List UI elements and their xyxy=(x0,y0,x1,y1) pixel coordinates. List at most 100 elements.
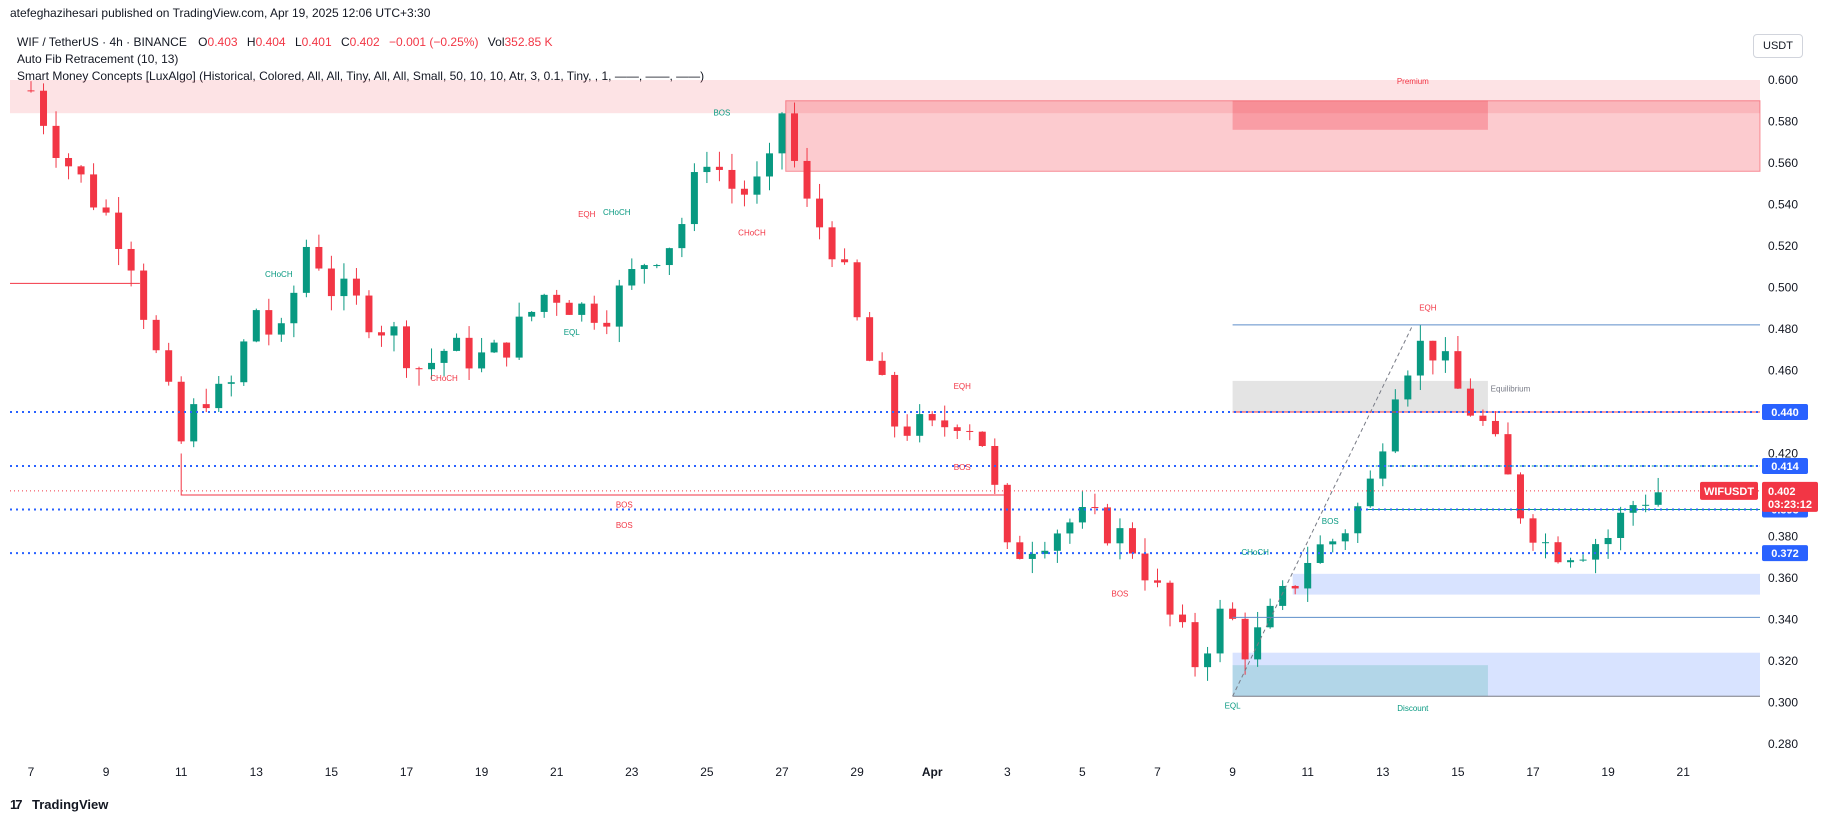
candle-body xyxy=(753,176,761,195)
candle-body xyxy=(478,352,486,369)
candle xyxy=(1166,580,1174,627)
x-tick-label: 23 xyxy=(625,765,639,779)
candle-body xyxy=(1254,627,1262,660)
candle xyxy=(302,239,310,298)
candle-body xyxy=(1466,388,1474,416)
candle-body xyxy=(352,278,360,296)
candle xyxy=(265,298,273,346)
candle xyxy=(152,315,160,354)
smc-label: EQH xyxy=(1419,303,1437,312)
candle xyxy=(553,289,561,316)
candle-body xyxy=(1041,550,1049,554)
candle xyxy=(1266,598,1274,629)
x-tick-label: 5 xyxy=(1079,765,1086,779)
candle-body xyxy=(615,285,623,327)
candle-body xyxy=(340,278,348,297)
candle xyxy=(1016,535,1024,560)
discount-label: Discount xyxy=(1397,704,1429,713)
candle-body xyxy=(77,166,85,175)
candle xyxy=(1141,538,1149,591)
candle-body xyxy=(252,310,260,342)
smc-label: BOS xyxy=(616,521,633,530)
overlay-layer: BOS BOS CHoCH CHoCH EQH CHoCH EQL CHoCH EQH BOS BO… xyxy=(10,108,1760,711)
candle-body xyxy=(1154,580,1161,583)
y-tick-label: 0.600 xyxy=(1768,73,1798,87)
candle xyxy=(540,293,548,318)
candle-body xyxy=(1304,562,1312,589)
candle xyxy=(903,414,911,441)
candle xyxy=(628,258,636,290)
candle xyxy=(390,321,398,352)
x-tick-label: 29 xyxy=(850,765,864,779)
indicator-smc[interactable]: Smart Money Concepts [LuxAlgo] (Historic… xyxy=(17,69,705,83)
candle-body xyxy=(1266,605,1274,628)
symbol-title[interactable]: WIF / TetherUS · 4h · BINANCE xyxy=(17,35,187,49)
candle-body xyxy=(302,246,310,293)
smc-label: CHoCH xyxy=(603,208,631,217)
candle-body xyxy=(1329,541,1337,545)
candle-body xyxy=(828,227,836,260)
bos-major-label: BOS xyxy=(616,500,633,509)
candle xyxy=(102,199,110,216)
candle xyxy=(365,290,373,339)
candle-body xyxy=(377,332,385,336)
candle-body xyxy=(1592,544,1600,560)
candle xyxy=(1179,604,1187,628)
candle-body xyxy=(1066,522,1074,534)
candle xyxy=(252,308,260,343)
candle xyxy=(1103,503,1111,546)
y-tick-label: 0.420 xyxy=(1768,447,1798,461)
candle xyxy=(377,325,385,347)
candle xyxy=(1491,411,1499,437)
candle-body xyxy=(916,414,924,436)
candle-body xyxy=(740,188,748,195)
candle xyxy=(690,163,698,232)
volume-value: 352.85 K xyxy=(504,35,553,49)
candle xyxy=(665,247,673,276)
x-tick-label: Apr xyxy=(922,765,943,779)
candle-body xyxy=(715,166,723,170)
candle xyxy=(1291,585,1299,595)
candle-body xyxy=(1091,507,1099,509)
candle-body xyxy=(1341,533,1349,542)
candle xyxy=(165,342,173,386)
candle-body xyxy=(215,383,223,409)
candle xyxy=(1579,554,1587,562)
candle xyxy=(1279,580,1287,611)
tradingview-brand[interactable]: 17 TradingView xyxy=(10,797,108,812)
candle-body xyxy=(1567,560,1575,563)
last-price-label: 0.402 xyxy=(1768,486,1796,498)
candle xyxy=(978,431,986,447)
candle xyxy=(803,147,811,207)
x-tick-label: 25 xyxy=(700,765,714,779)
candle xyxy=(816,183,824,240)
candle xyxy=(615,279,623,343)
x-tick-label: 7 xyxy=(28,765,35,779)
candle-body xyxy=(240,341,248,383)
candle-body xyxy=(791,113,799,161)
candle-body xyxy=(778,113,786,154)
level-badge-label: 0.414 xyxy=(1771,461,1799,473)
candle xyxy=(1441,337,1449,373)
candle xyxy=(1304,546,1312,602)
x-tick-label: 7 xyxy=(1154,765,1161,779)
equilibrium-zone xyxy=(1232,380,1488,412)
y-tick-label: 0.540 xyxy=(1768,198,1798,212)
x-tick-label: 21 xyxy=(1677,765,1691,779)
indicator-fib[interactable]: Auto Fib Retracement (10, 13) xyxy=(17,52,179,66)
candle xyxy=(603,310,611,335)
candle xyxy=(290,285,298,338)
currency-button[interactable]: USDT xyxy=(1753,34,1803,58)
high-value: 0.404 xyxy=(255,35,286,49)
y-tick-label: 0.280 xyxy=(1768,737,1798,751)
close-label: C xyxy=(341,35,350,49)
candle xyxy=(1316,535,1324,564)
candle xyxy=(703,151,711,184)
candle-body xyxy=(1016,542,1024,559)
smc-label: CHoCH xyxy=(738,229,766,238)
candle-body xyxy=(1441,351,1449,361)
candle xyxy=(490,339,498,354)
candle-body xyxy=(1529,518,1537,543)
candle xyxy=(515,302,523,361)
